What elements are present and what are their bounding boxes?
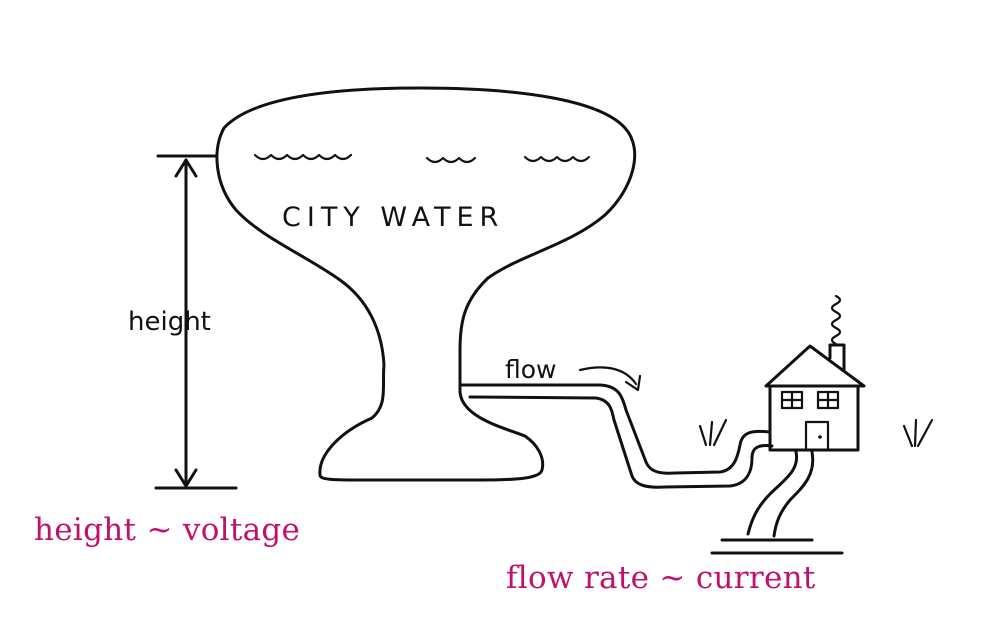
flow-arrowhead (624, 374, 642, 392)
water-wave-right (523, 155, 591, 163)
house (764, 294, 866, 452)
walkway-right-edge (772, 450, 815, 538)
water-tower-outline (215, 86, 637, 482)
grass-tuft-right (902, 418, 934, 448)
pipe-lower-wall (468, 395, 774, 489)
water-wave-middle (425, 156, 477, 164)
water-wave-left (253, 153, 353, 161)
grass-tuft-left (698, 418, 728, 447)
height-dimension-arrow (154, 154, 238, 490)
height-voltage-caption: height ~ voltage (34, 512, 301, 548)
pipe-upper-wall (460, 383, 772, 475)
flow-arrow (578, 366, 638, 386)
tank-label: CITY WATER (282, 202, 504, 233)
height-label: height (128, 307, 211, 337)
flow-current-caption: flow rate ~ current (506, 560, 816, 596)
flow-label: flow (505, 355, 557, 384)
walkway-left-edge (746, 450, 799, 536)
